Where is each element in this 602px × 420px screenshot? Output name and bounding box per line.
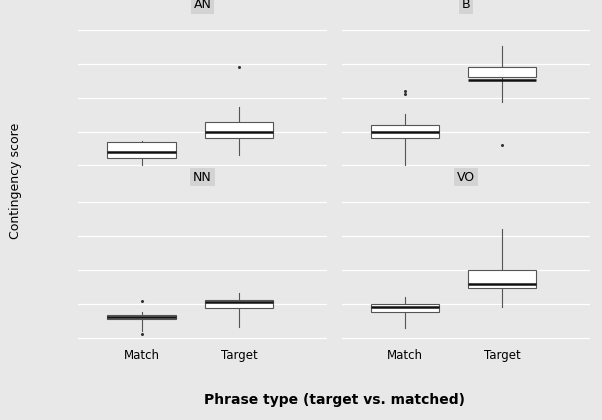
Title: B: B: [462, 0, 470, 11]
Bar: [108, 315, 176, 319]
Bar: [108, 142, 176, 158]
Bar: [468, 67, 536, 77]
Bar: [371, 125, 439, 138]
Title: NN: NN: [193, 171, 212, 184]
Text: Contingency score: Contingency score: [8, 123, 22, 239]
Title: AN: AN: [193, 0, 211, 11]
Bar: [371, 304, 439, 312]
Bar: [205, 300, 273, 308]
Bar: [468, 270, 536, 288]
Title: VO: VO: [457, 171, 475, 184]
Text: Phrase type (target vs. matched): Phrase type (target vs. matched): [203, 394, 465, 407]
Bar: [205, 122, 273, 138]
